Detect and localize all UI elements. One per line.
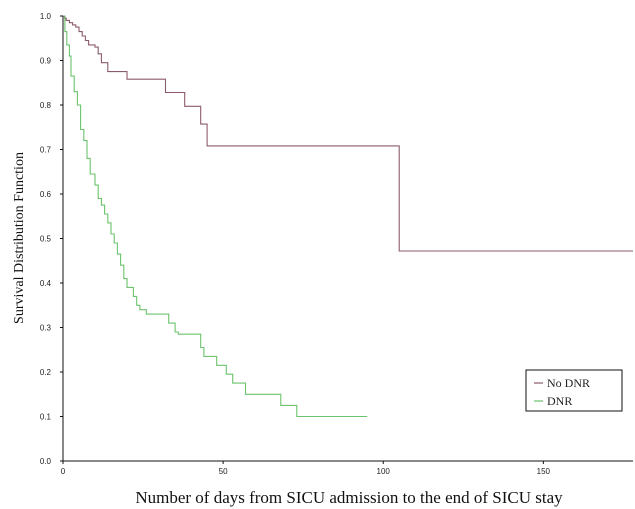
y-tick-label: 0.8 (40, 101, 52, 110)
legend-box (525, 369, 623, 412)
y-tick-label: 0.3 (40, 324, 52, 333)
y-tick-label: 0.4 (40, 279, 52, 288)
y-axis-label: Survival Distribution Function (12, 152, 27, 324)
y-axis-ticks: 0.0 0.1 0.2 0.3 0.4 0.5 0.6 0.7 0.8 0.9 1.0 (40, 12, 63, 466)
legend-label-no-dnr: No DNR (547, 376, 590, 390)
y-tick-label: 0.7 (40, 146, 52, 155)
x-axis-ticks: 0 50 100 150 (61, 461, 551, 476)
y-tick-label: 0.5 (40, 235, 52, 244)
x-tick-label: 50 (219, 467, 228, 476)
y-tick-label: 0.9 (40, 57, 52, 66)
legend-label-dnr: DNR (547, 394, 572, 408)
x-tick-label: 150 (537, 467, 551, 476)
x-axis-label: Number of days from SICU admission to th… (135, 488, 563, 507)
series-lines (63, 15, 633, 418)
x-tick-label: 0 (61, 467, 66, 476)
y-tick-label: 0.0 (40, 457, 52, 466)
x-tick-label: 100 (377, 467, 391, 476)
series-line-dnr (63, 15, 368, 418)
series-line-no-dnr (63, 15, 633, 252)
legend: No DNR DNR (525, 369, 623, 412)
y-tick-label: 0.2 (40, 368, 52, 377)
y-tick-label: 1.0 (40, 12, 52, 21)
y-tick-label: 0.6 (40, 190, 52, 199)
y-tick-label: 0.1 (40, 413, 52, 422)
